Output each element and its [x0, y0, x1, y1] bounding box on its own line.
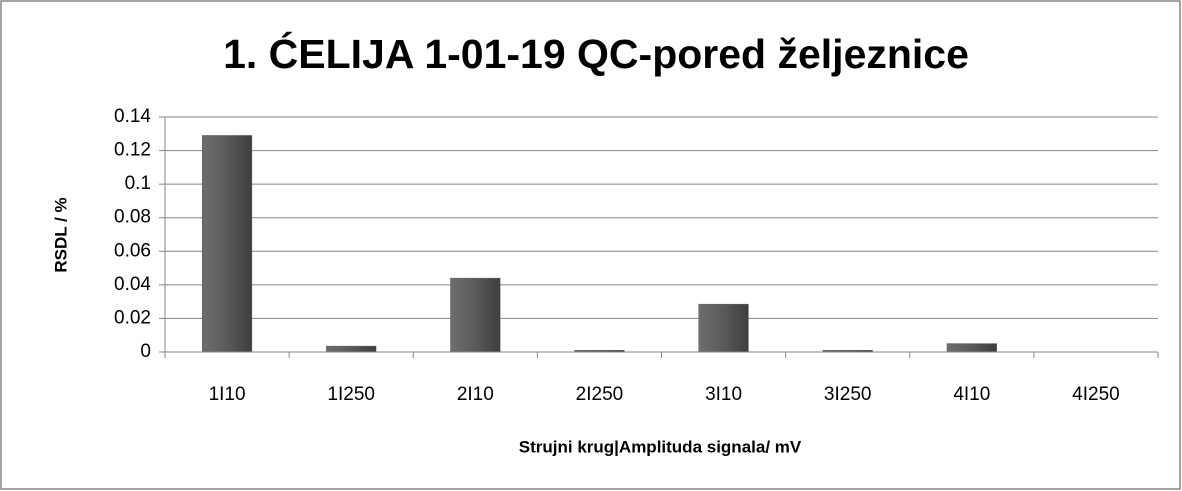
- y-tick-label: 0.08: [114, 207, 151, 228]
- x-tick-label: 3I10: [705, 384, 742, 405]
- x-tick-label: 3I250: [824, 384, 872, 405]
- y-axis-label: RSDL / %: [51, 197, 70, 272]
- x-tick-label: 4I10: [953, 384, 990, 405]
- x-tick-label: 2I10: [457, 384, 494, 405]
- x-tick-label: 1I250: [327, 384, 375, 405]
- y-tick-label: 0.12: [114, 140, 151, 161]
- x-tick-label: 4I250: [1072, 384, 1120, 405]
- bar: [450, 277, 501, 353]
- bar: [201, 135, 253, 353]
- y-tick-label: 0.14: [114, 106, 151, 127]
- x-tick-label: 1I10: [209, 384, 246, 405]
- x-axis-label: Strujni krug|Amplituda signala/ mV: [519, 437, 802, 456]
- bar: [698, 303, 749, 353]
- bar: [326, 345, 377, 353]
- y-tick-label: 0.06: [114, 240, 151, 261]
- bar: [946, 343, 997, 353]
- y-tick-label: 0.04: [114, 274, 151, 295]
- y-tick-label: 0.1: [125, 173, 151, 194]
- x-tick-label: 2I250: [576, 384, 624, 405]
- y-tick-label: 0.02: [114, 307, 151, 328]
- y-tick-label: 0: [140, 341, 151, 362]
- chart-title: 1. ĆELIJA 1-01-19 QC-pored željeznice: [223, 31, 969, 77]
